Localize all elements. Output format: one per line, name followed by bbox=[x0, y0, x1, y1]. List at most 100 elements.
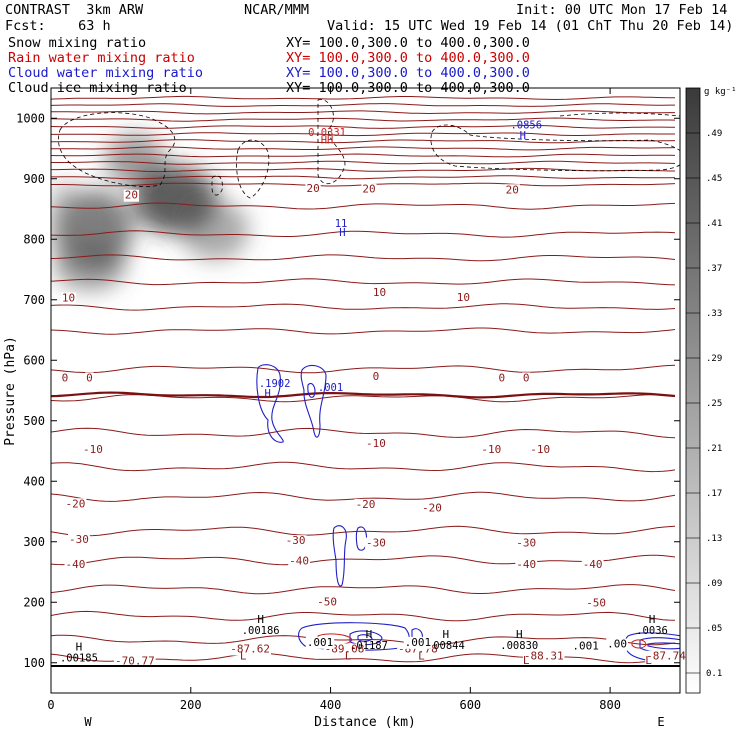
temperature-contour bbox=[51, 554, 676, 566]
temperature-label-bg bbox=[581, 558, 604, 571]
temperature-label: 20 bbox=[506, 183, 519, 196]
legend-rain-xy: XY= 100.0,300.0 to 400.0,300.0 bbox=[286, 50, 530, 66]
temperature-contour bbox=[51, 254, 676, 262]
temperature-label-bg bbox=[371, 371, 381, 384]
temperature-label: -40 bbox=[516, 558, 536, 571]
temperature-label: 10 bbox=[457, 291, 470, 304]
temperature-label: 0 bbox=[523, 371, 530, 384]
x-tick-label: 0 bbox=[47, 698, 54, 712]
temperature-label-bg bbox=[365, 537, 387, 550]
temperature-label-bg bbox=[522, 650, 565, 663]
colorbar-tick-label: .29 bbox=[706, 354, 722, 364]
ice-max-label-value: .00830 bbox=[500, 640, 538, 652]
temperature-label: -50 bbox=[586, 596, 606, 609]
temperature-label-bg bbox=[521, 372, 531, 385]
colorbar-tick-label: .33 bbox=[706, 309, 722, 319]
snow-cell bbox=[181, 200, 249, 260]
temperature-label-bg bbox=[68, 533, 90, 546]
temperature-label-bg bbox=[585, 597, 608, 610]
low-label-mark: L bbox=[418, 650, 425, 663]
colorbar-tick-label: .17 bbox=[706, 489, 722, 499]
header-center: NCAR/MMM bbox=[244, 2, 310, 18]
temperature-label-bg bbox=[371, 287, 388, 300]
temperature-label: -10 bbox=[481, 443, 501, 456]
colorbar-tick-label: .05 bbox=[706, 624, 722, 634]
ice-contour bbox=[58, 112, 176, 187]
temperature-label-bg bbox=[316, 596, 338, 609]
snow-cell bbox=[51, 180, 83, 260]
colorbar-tick-label: .49 bbox=[706, 129, 722, 139]
temperature-label-bg bbox=[420, 502, 443, 515]
east-label: E bbox=[657, 715, 664, 729]
x-tick-label: 600 bbox=[459, 698, 481, 712]
temperature-contour bbox=[51, 394, 676, 403]
temperature-contour bbox=[51, 584, 676, 595]
y-tick-label: 600 bbox=[23, 353, 45, 367]
temperature-label-bg bbox=[60, 292, 77, 305]
temperature-label: -20 bbox=[422, 502, 442, 515]
legend-cloud-water-xy: XY= 100.0,300.0 to 400.0,300.0 bbox=[286, 65, 530, 81]
temperature-label: -20 bbox=[66, 497, 86, 510]
temperature-contour bbox=[51, 610, 676, 622]
y-axis-label: Pressure (hPa) bbox=[3, 336, 18, 446]
temperature-contour bbox=[51, 278, 676, 286]
cloud-water-label: H bbox=[520, 130, 526, 142]
ice-contour bbox=[211, 175, 223, 196]
snow-shading bbox=[51, 134, 249, 291]
ice-contour bbox=[236, 139, 270, 199]
temperature-label: 0 bbox=[62, 371, 69, 384]
x-axis-label: Distance (km) bbox=[314, 715, 416, 730]
y-tick-label: 200 bbox=[23, 595, 45, 609]
ice-max-label-mark: H bbox=[516, 628, 523, 641]
colorbar-tick-label: 0.1 bbox=[706, 669, 722, 679]
low-label-mark: L bbox=[645, 654, 652, 667]
temperature-contour bbox=[51, 139, 676, 144]
y-tick-label: 1000 bbox=[16, 111, 45, 125]
temperature-contour bbox=[51, 110, 675, 115]
temperature-contours bbox=[51, 95, 676, 664]
zero-isotherm bbox=[51, 391, 676, 399]
temperature-contour bbox=[51, 461, 676, 473]
temperature-label-bg bbox=[114, 655, 156, 668]
ice-contour bbox=[317, 99, 346, 185]
colorbar-tick-label: .09 bbox=[706, 579, 722, 589]
ice-label-bg bbox=[403, 636, 433, 649]
legend-cloud-water-label: Cloud water mixing ratio bbox=[8, 65, 204, 81]
y-tick-label: 700 bbox=[23, 293, 45, 307]
low-label-mark: L bbox=[345, 650, 352, 663]
y-tick-label: 900 bbox=[23, 172, 45, 186]
temperature-contour bbox=[51, 132, 675, 137]
plot-frame bbox=[50, 87, 681, 694]
ice-max-label-mark: H bbox=[366, 628, 373, 641]
temperature-contour bbox=[51, 175, 676, 180]
temperature-label: -30 bbox=[516, 537, 536, 550]
temperature-contour bbox=[51, 202, 676, 210]
temperature-label: -30 bbox=[69, 533, 89, 546]
header-forecast: Fcst: 63 h bbox=[5, 18, 111, 34]
low-label-mark: L bbox=[523, 654, 530, 667]
ice-max-label-value: .00185 bbox=[60, 653, 98, 665]
contour-labels: -70.77-87.62 -89.08 -87.78-88.31 -87.74-50-… bbox=[60, 120, 687, 668]
temperature-label: 0 bbox=[86, 371, 93, 384]
x-tick-label: 800 bbox=[599, 698, 621, 712]
temperature-label: -30 bbox=[286, 534, 306, 547]
rain-label: 0.0331 bbox=[308, 127, 346, 139]
temperature-contour bbox=[51, 117, 676, 122]
temperature-label: -10 bbox=[366, 437, 386, 450]
ice-max-label-mark: H bbox=[649, 613, 656, 626]
temperature-label: -50 bbox=[317, 595, 337, 608]
temperature-label-bg bbox=[123, 189, 139, 202]
colorbar-tick-label: .25 bbox=[706, 399, 722, 409]
temperature-label-bg bbox=[504, 184, 520, 197]
temperature-label-bg bbox=[529, 443, 552, 456]
temperature-contour bbox=[51, 230, 676, 238]
ice-label-bg bbox=[305, 636, 335, 649]
temperature-contour bbox=[51, 525, 676, 537]
colorbar bbox=[685, 87, 701, 694]
temperature-contour bbox=[51, 491, 676, 502]
temperature-label-bg bbox=[515, 537, 538, 550]
temperature-label: 20 bbox=[125, 189, 138, 202]
colorbar-tick-label: .13 bbox=[706, 534, 722, 544]
